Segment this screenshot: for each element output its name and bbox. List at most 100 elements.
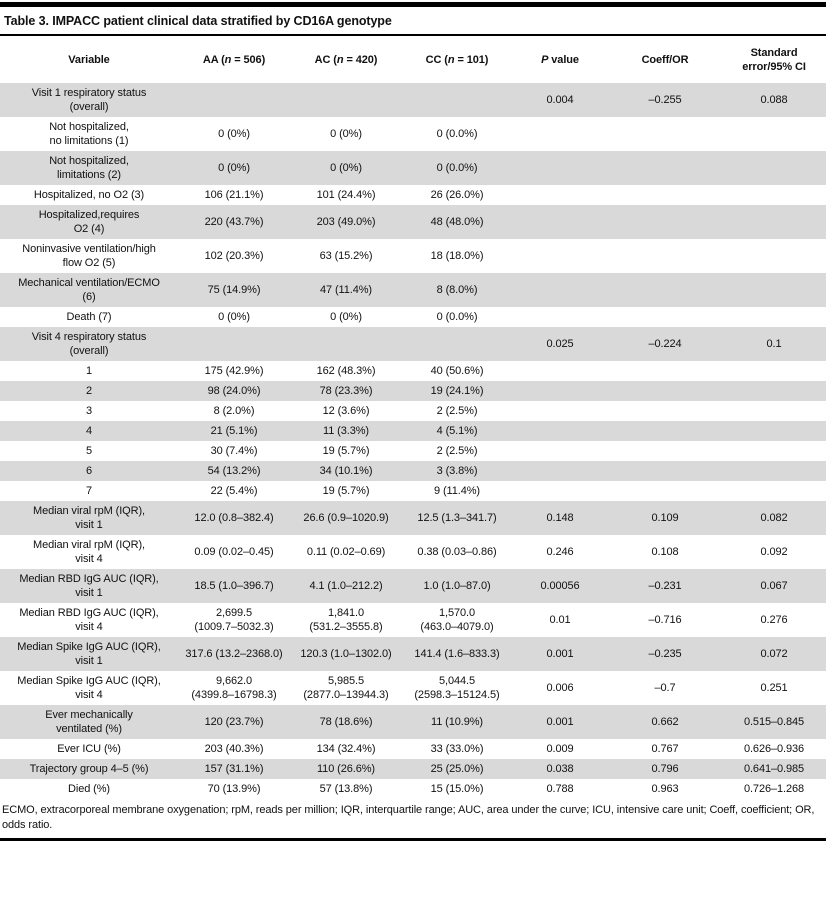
data-cell xyxy=(512,205,608,239)
data-cell xyxy=(512,307,608,327)
data-cell: 9,662.0 (4399.8–16798.3) xyxy=(191,675,277,701)
data-cell: 0 (0%) xyxy=(218,128,250,140)
data-cell: 0.009 xyxy=(546,743,574,755)
table-row: Mechanical ventilation/ECMO (6) 75 (14.9%… xyxy=(0,273,826,307)
data-cell: –0.7 xyxy=(654,682,676,694)
row-label: 7 xyxy=(85,485,93,497)
data-cell: 0.109 xyxy=(651,512,679,524)
data-cell: 162 (48.3%) xyxy=(316,365,376,377)
column-header-standard-error: Standard error/95% CI xyxy=(722,36,826,83)
data-cell: 1,570.0 (463.0–4079.0) xyxy=(420,607,494,633)
data-cell: –0.716 xyxy=(648,614,682,626)
data-cell xyxy=(178,83,290,117)
data-cell: 75 (14.9%) xyxy=(207,284,261,296)
table-row: Noninvasive ventilation/high flow O2 (5)… xyxy=(0,239,826,273)
row-label: 5 xyxy=(85,445,93,457)
data-cell xyxy=(722,117,826,151)
data-cell: 0.726–1.268 xyxy=(743,783,805,795)
data-cell: 0 (0.0%) xyxy=(436,128,478,140)
data-cell xyxy=(722,381,826,401)
data-cell: 11 (10.9%) xyxy=(431,716,483,728)
data-cell xyxy=(722,461,826,481)
table-row: Median RBD IgG AUC (IQR), visit 4 2,699.5… xyxy=(0,603,826,637)
row-label: 1 xyxy=(85,365,93,377)
data-cell xyxy=(722,239,826,273)
data-cell: –0.231 xyxy=(648,580,682,592)
table-row: Not hospitalized, no limitations (1) 0 (0… xyxy=(0,117,826,151)
row-label: Trajectory group 4–5 (%) xyxy=(29,763,149,775)
data-cell: 0.251 xyxy=(760,682,788,694)
column-header-cc: CC (n = 101) xyxy=(402,36,512,83)
table-footnote: ECMO, extracorporeal membrane oxygenatio… xyxy=(2,804,815,831)
data-cell: 0.1 xyxy=(766,338,782,350)
data-cell: 78 (23.3%) xyxy=(319,385,373,397)
data-cell: 22 (5.4%) xyxy=(210,485,258,497)
table-header: Variable AA (n = 506) AC (n = 420) CC (n… xyxy=(0,36,826,83)
table-row: Not hospitalized, limitations (2) 0 (0%) 0… xyxy=(0,151,826,185)
table-row: Death (7) 0 (0%) 0 (0%) 0 (0.0%) xyxy=(0,307,826,327)
paper-table-page: Table 3. IMPACC patient clinical data st… xyxy=(0,2,826,841)
data-cell: 0 (0.0%) xyxy=(436,162,478,174)
data-cell xyxy=(512,361,608,381)
row-label: Visit 1 respiratory status (overall) xyxy=(31,87,147,113)
clinical-data-table: Variable AA (n = 506) AC (n = 420) CC (n… xyxy=(0,36,826,799)
row-label: Median RBD IgG AUC (IQR), visit 1 xyxy=(19,573,159,599)
data-cell: 34 (10.1%) xyxy=(319,465,373,477)
data-cell: 63 (15.2%) xyxy=(319,250,373,262)
data-cell: 26 (26.0%) xyxy=(430,189,484,201)
data-cell: 0.092 xyxy=(760,546,788,558)
data-cell: 33 (33.0%) xyxy=(430,743,484,755)
table-row: Hospitalized, no O2 (3) 106 (21.1%) 101 (2… xyxy=(0,185,826,205)
data-cell: 0.09 (0.02–0.45) xyxy=(194,546,274,558)
data-cell: 0.108 xyxy=(651,546,679,558)
data-cell: 1,841.0 (531.2–3555.8) xyxy=(309,607,383,633)
data-cell xyxy=(512,441,608,461)
data-cell: 30 (7.4%) xyxy=(210,445,258,457)
data-cell: 19 (5.7%) xyxy=(322,485,370,497)
data-cell: 18 (18.0%) xyxy=(430,250,484,262)
italic-n: n xyxy=(336,54,344,66)
header-label-part: AA ( xyxy=(202,54,225,66)
data-cell xyxy=(512,151,608,185)
data-cell: 141.4 (1.6–833.3) xyxy=(414,648,500,660)
data-cell: 203 (49.0%) xyxy=(316,216,376,228)
title-rule xyxy=(0,34,826,36)
data-cell: 25 (25.0%) xyxy=(430,763,484,775)
row-label: Hospitalized,requires O2 (4) xyxy=(38,209,140,235)
data-cell: 3 (3.8%) xyxy=(436,465,478,477)
data-cell xyxy=(512,401,608,421)
data-cell: 0.072 xyxy=(760,648,788,660)
data-cell xyxy=(722,205,826,239)
header-label-part: = 420) xyxy=(343,54,378,66)
data-cell: 120 (23.7%) xyxy=(204,716,264,728)
data-cell xyxy=(722,441,826,461)
row-label: Median Spike IgG AUC (IQR), visit 1 xyxy=(17,641,161,667)
row-label: Hospitalized, no O2 (3) xyxy=(33,189,145,201)
data-cell: 5,985.5 (2877.0–13944.3) xyxy=(303,675,389,701)
table-body: Visit 1 respiratory status (overall) 0.00… xyxy=(0,83,826,799)
data-cell xyxy=(512,185,608,205)
data-cell: 0.088 xyxy=(760,94,788,106)
row-label: Ever mechanically ventilated (%) xyxy=(45,709,133,735)
table-row: Visit 1 respiratory status (overall) 0.00… xyxy=(0,83,826,117)
data-cell: 0.246 xyxy=(546,546,574,558)
data-cell: 21 (5.1%) xyxy=(210,425,258,437)
data-cell: 12 (3.6%) xyxy=(322,405,370,417)
column-header-pvalue: P value xyxy=(512,36,608,83)
table-row: Hospitalized,requires O2 (4) 220 (43.7%) 2… xyxy=(0,205,826,239)
data-cell xyxy=(512,481,608,501)
header-label: Coeff/OR xyxy=(641,54,689,66)
table-row: Median viral rpM (IQR), visit 1 12.0 (0.8… xyxy=(0,501,826,535)
data-cell: 8 (8.0%) xyxy=(436,284,478,296)
data-cell: 12.0 (0.8–382.4) xyxy=(194,512,274,524)
header-label-part: = 101) xyxy=(454,54,489,66)
data-cell xyxy=(608,461,722,481)
row-label: Median viral rpM (IQR), visit 1 xyxy=(33,505,145,531)
data-cell xyxy=(608,421,722,441)
data-cell: 98 (24.0%) xyxy=(207,385,261,397)
data-cell: 0.006 xyxy=(546,682,574,694)
data-cell: 4.1 (1.0–212.2) xyxy=(309,580,383,592)
row-label: Died (%) xyxy=(68,783,110,795)
row-label: 3 xyxy=(85,405,93,417)
data-cell xyxy=(512,461,608,481)
